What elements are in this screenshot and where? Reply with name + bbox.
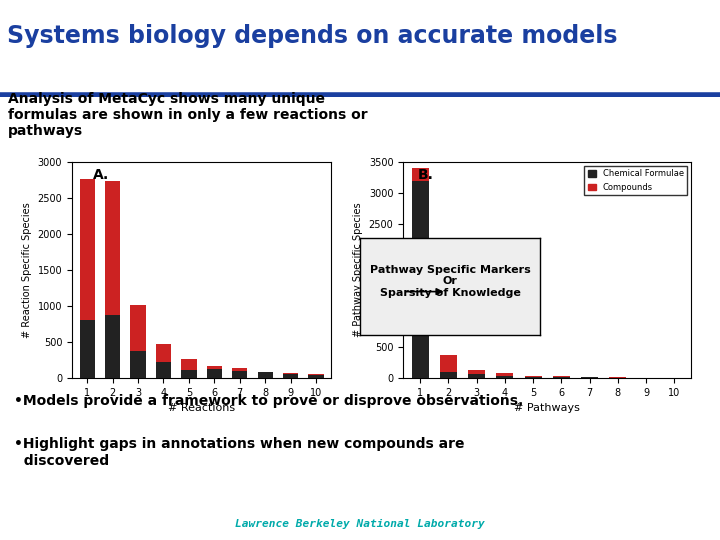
Bar <box>496 375 513 378</box>
Bar <box>525 375 541 378</box>
Bar <box>412 168 428 378</box>
Text: B.: B. <box>418 168 433 183</box>
Bar <box>553 376 570 378</box>
Bar <box>207 369 222 378</box>
Bar <box>283 374 298 378</box>
Bar <box>232 371 248 378</box>
Bar <box>440 355 457 378</box>
Bar <box>308 375 323 378</box>
Bar <box>525 377 541 378</box>
Bar <box>80 320 95 378</box>
Bar <box>553 377 570 378</box>
Text: •Models provide a framework to prove or disprove observations.: •Models provide a framework to prove or … <box>14 394 523 408</box>
Bar <box>581 377 598 378</box>
Bar <box>258 372 273 378</box>
Bar <box>468 374 485 378</box>
Bar <box>130 305 145 378</box>
Y-axis label: # Reaction Specific Species: # Reaction Specific Species <box>22 202 32 338</box>
Bar <box>468 370 485 378</box>
Bar <box>581 377 598 378</box>
Y-axis label: # Pathway Specific Species: # Pathway Specific Species <box>354 202 363 338</box>
Bar <box>80 179 95 378</box>
Bar <box>181 370 197 378</box>
Text: Lawrence Berkeley National Laboratory: Lawrence Berkeley National Laboratory <box>235 519 485 529</box>
Bar <box>258 372 273 378</box>
Bar <box>156 362 171 378</box>
Text: Pathway Specific Markers
Or
Sparsity of Knowledge: Pathway Specific Markers Or Sparsity of … <box>369 265 531 298</box>
Bar <box>181 359 197 378</box>
Text: •Highlight gaps in annotations when new compounds are
  discovered: •Highlight gaps in annotations when new … <box>14 437 464 468</box>
Bar <box>105 315 120 378</box>
Bar <box>130 350 145 378</box>
Bar <box>105 181 120 378</box>
Bar <box>440 372 457 378</box>
Bar <box>156 344 171 378</box>
Bar <box>412 180 428 378</box>
Bar <box>609 377 626 378</box>
Text: A.: A. <box>93 168 109 183</box>
Bar <box>283 373 298 378</box>
Text: Analysis of MetaCyc shows many unique
formulas are shown in only a few reactions: Analysis of MetaCyc shows many unique fo… <box>8 92 367 138</box>
Bar <box>496 373 513 378</box>
Bar <box>308 374 323 378</box>
X-axis label: # Pathways: # Pathways <box>514 403 580 413</box>
X-axis label: # Reactions: # Reactions <box>168 403 235 413</box>
Bar <box>232 368 248 378</box>
Bar <box>207 367 222 378</box>
Text: Systems biology depends on accurate models: Systems biology depends on accurate mode… <box>7 24 618 48</box>
Legend: Chemical Formulae, Compounds: Chemical Formulae, Compounds <box>584 166 687 195</box>
